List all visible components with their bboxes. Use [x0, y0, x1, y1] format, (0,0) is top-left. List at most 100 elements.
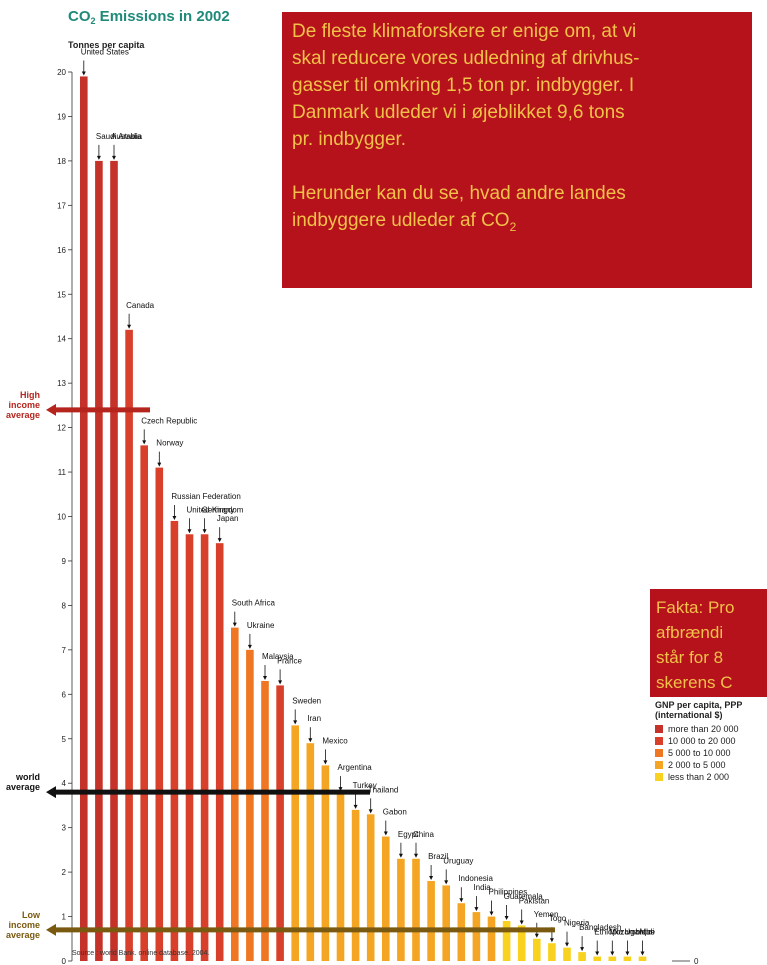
bar — [291, 725, 299, 961]
bar — [593, 956, 601, 961]
label-arrow — [278, 680, 283, 685]
bar — [321, 765, 330, 961]
legend-item: more than 20 000 — [655, 723, 767, 735]
bar — [261, 680, 269, 961]
bar-label: Togo — [549, 914, 567, 923]
bar — [487, 916, 496, 961]
bar — [215, 543, 224, 961]
info-line: indbyggere udleder af CO2 — [292, 210, 517, 234]
y-tick-label: 6 — [62, 690, 67, 699]
bar — [125, 329, 133, 961]
bar — [80, 76, 88, 961]
label-arrow — [263, 675, 267, 680]
legend: GNP per capita, PPP (international $) mo… — [655, 700, 767, 783]
bar-label: Uganda — [624, 928, 653, 937]
bar — [200, 534, 209, 961]
reference-label: High — [20, 390, 40, 400]
bar-label: Argentina — [338, 763, 373, 772]
label-arrow — [640, 951, 645, 956]
label-arrow — [293, 720, 298, 725]
bar — [95, 160, 103, 961]
info-line: gasser til omkring 1,5 ton pr. indbygger… — [292, 75, 635, 96]
y-tick-label: 14 — [57, 335, 66, 344]
bar-label: Egypt — [398, 830, 419, 839]
bar — [397, 858, 405, 961]
label-arrow — [459, 898, 464, 903]
bar — [246, 649, 254, 961]
y-tick-label: 1 — [62, 913, 67, 922]
bar — [578, 952, 586, 961]
bar-label: Ukraine — [247, 621, 275, 630]
y-tick-label: 3 — [62, 824, 67, 833]
y-tick-label: 19 — [57, 112, 66, 121]
info-line: De fleste klimaforskere er enige om, at … — [292, 21, 637, 42]
bar — [382, 836, 390, 961]
bar-label: France — [277, 656, 302, 665]
legend-swatch — [655, 773, 663, 781]
y-tick-label: 18 — [57, 157, 66, 166]
zero-label: 0 — [694, 957, 699, 965]
label-arrow — [323, 760, 328, 765]
bar — [155, 467, 164, 961]
y-tick-label: 16 — [57, 246, 66, 255]
y-tick-label: 20 — [57, 68, 66, 77]
bar — [608, 956, 617, 961]
label-arrow — [308, 738, 313, 743]
bar — [351, 809, 360, 961]
label-arrow — [368, 809, 373, 814]
bar — [427, 880, 435, 961]
bar-label: Mali — [640, 928, 655, 937]
bar — [502, 920, 511, 961]
label-arrow — [127, 324, 132, 329]
bar-label: United States — [81, 47, 129, 56]
legend-item: 2 000 to 5 000 — [655, 759, 767, 771]
label-arrow — [398, 853, 403, 858]
bar-label: Yemen — [534, 910, 559, 919]
label-arrow — [474, 907, 479, 912]
label-arrow — [202, 529, 207, 534]
reference-label: average — [6, 930, 40, 940]
label-arrow — [247, 644, 252, 649]
bar-label: Uruguay — [443, 856, 473, 865]
info-box: De fleste klimaforskere er enige om, at … — [282, 12, 752, 288]
fakta-box: Fakta: Pro afbrændi står for 8 skerens C — [650, 589, 767, 697]
bar-label: Malaysia — [262, 652, 294, 661]
label-arrow — [414, 853, 418, 858]
label-arrow — [353, 804, 358, 809]
bar-label: Germany — [202, 505, 235, 514]
reference-label: income — [8, 920, 40, 930]
label-arrow — [338, 787, 343, 792]
bar — [170, 520, 179, 961]
reference-arrow — [46, 786, 56, 799]
bar — [563, 947, 571, 961]
chart-title: CO2 Emissions in 2002 — [68, 8, 230, 26]
legend-label: 5 000 to 10 000 — [668, 748, 731, 758]
label-arrow — [81, 71, 86, 76]
bar-label: India — [473, 883, 491, 892]
bar-label: Mozambique — [609, 928, 655, 937]
fakta-line: afbrændi — [656, 623, 724, 642]
y-tick-label: 17 — [57, 201, 66, 210]
y-axis-label: Tonnes per capita — [68, 40, 145, 50]
bar — [336, 792, 345, 961]
bar-label: Turkey — [353, 781, 377, 790]
y-tick-label: 11 — [58, 468, 67, 477]
legend-swatch — [655, 725, 663, 733]
bar — [412, 858, 420, 961]
y-tick-label: 12 — [57, 424, 66, 433]
bar-label: South Africa — [232, 599, 276, 608]
label-arrow — [429, 875, 434, 880]
label-arrow — [142, 440, 147, 445]
label-arrow — [444, 880, 449, 885]
reference-label: Low — [22, 910, 41, 920]
bar — [276, 685, 284, 961]
label-arrow — [112, 155, 116, 160]
label-arrow — [383, 831, 388, 836]
bar-label: Indonesia — [458, 874, 493, 883]
reference-label: average — [6, 410, 40, 420]
y-tick-label: 13 — [57, 379, 66, 388]
label-arrow — [232, 622, 237, 627]
bar-label: Australia — [111, 132, 143, 141]
y-tick-label: 8 — [62, 601, 67, 610]
